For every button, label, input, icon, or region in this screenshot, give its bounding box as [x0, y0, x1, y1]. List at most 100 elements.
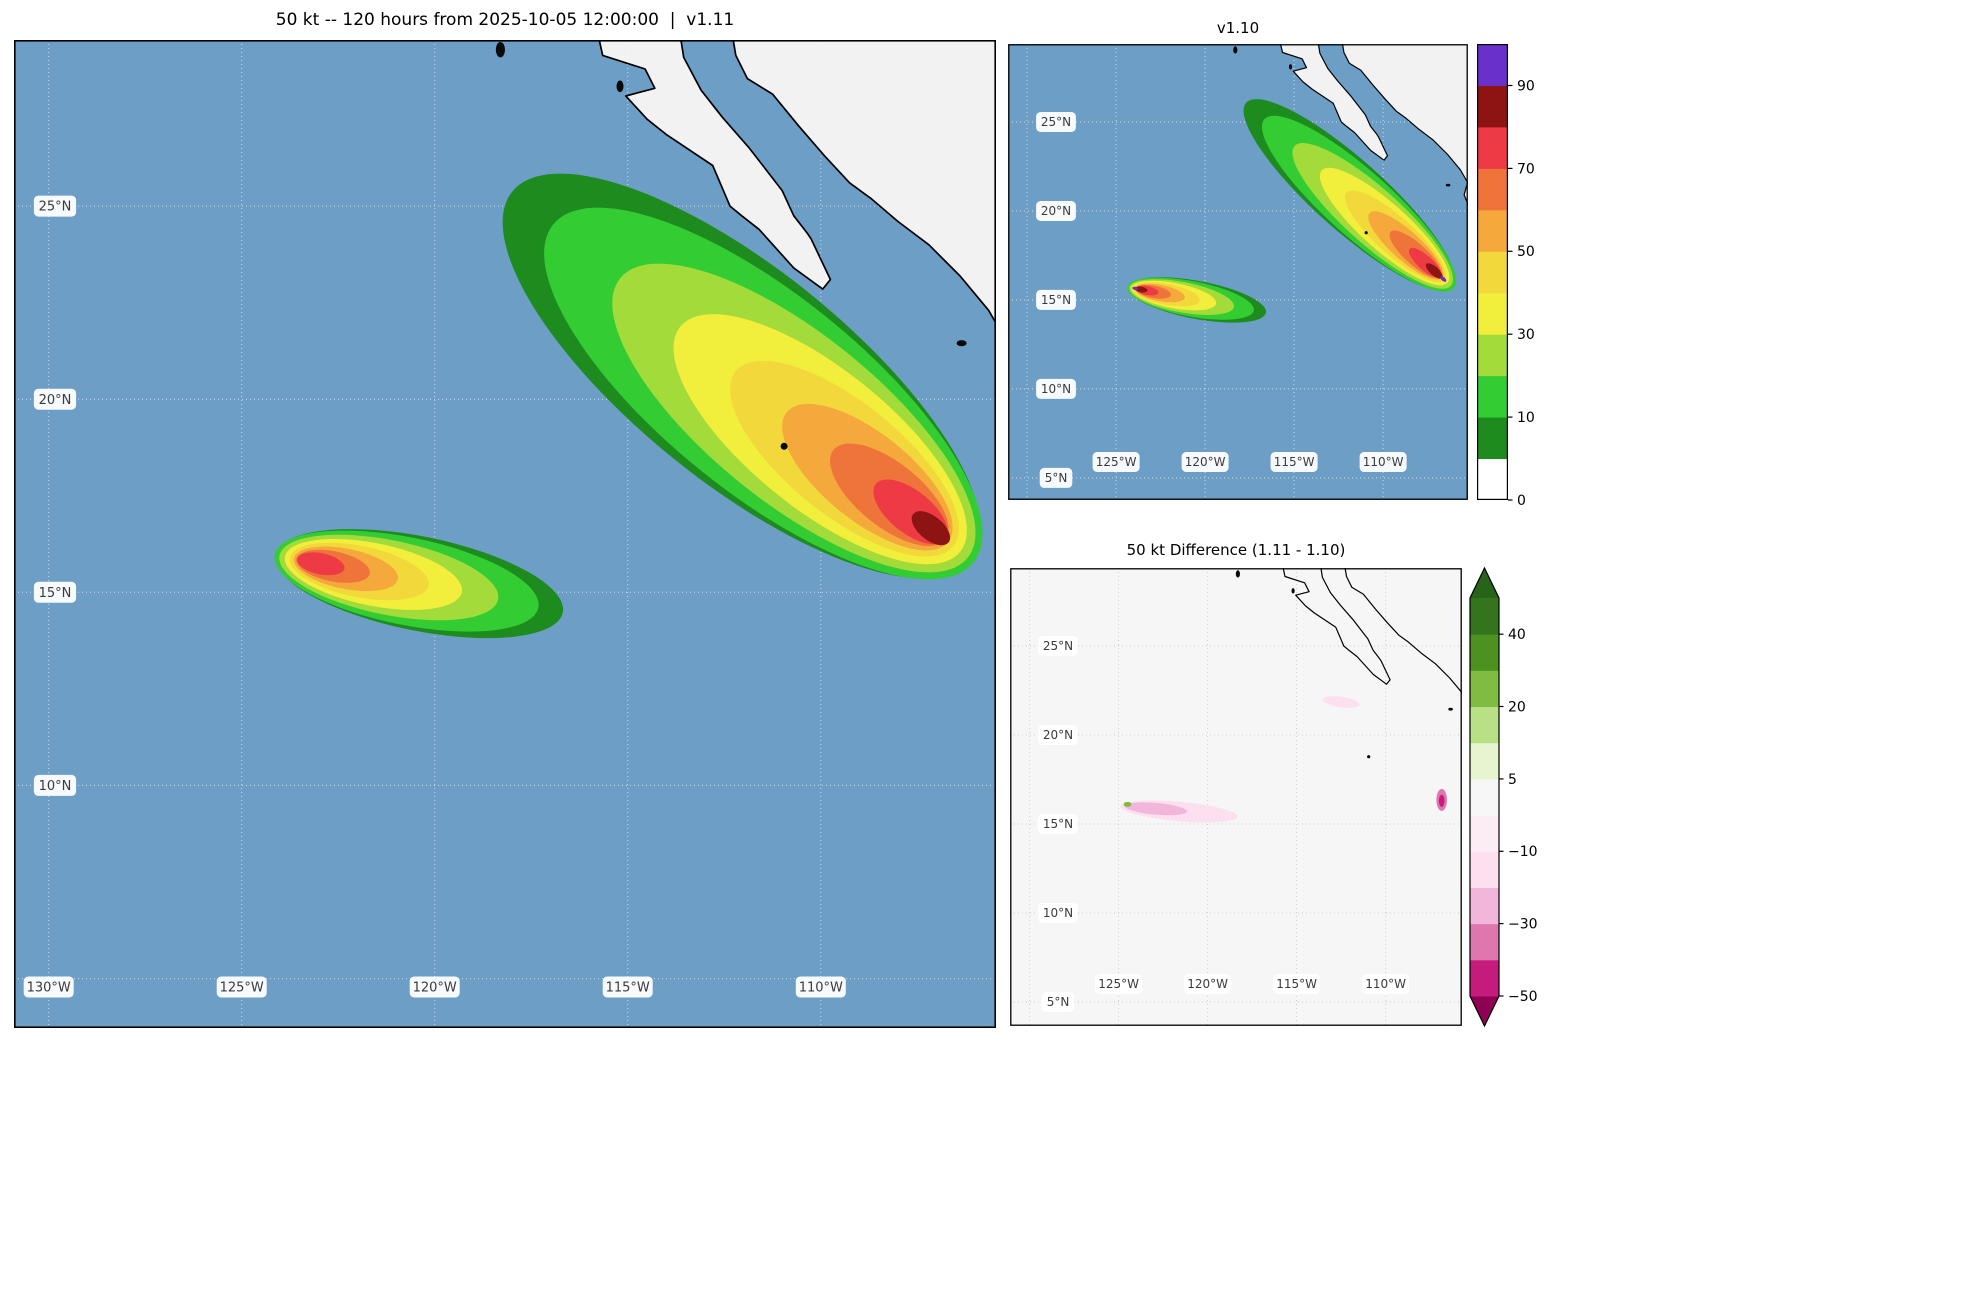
colorbar-segment	[1477, 251, 1508, 294]
tick-label-pill: 20°N	[33, 388, 77, 410]
tick-label: 25°N	[1041, 115, 1071, 129]
tick-label-pill: 125°W	[1092, 452, 1140, 472]
coastline	[1279, 44, 1389, 161]
island-dot	[1291, 588, 1295, 594]
tick-label: 25°N	[1043, 639, 1073, 653]
colorbar-tick-label: 30	[1517, 327, 1535, 343]
colorbar-segment	[1470, 706, 1499, 744]
colorbar-segment	[1470, 923, 1499, 961]
tick-label-pill: 110°W	[1362, 974, 1410, 994]
tick-label-pill: 15°N	[1036, 289, 1076, 310]
tick-label: 10°N	[39, 779, 72, 794]
tick-label-pill: 120°W	[1184, 974, 1232, 994]
island-dot	[1367, 755, 1371, 759]
tick-label-pill: 25°N	[1036, 112, 1076, 132]
west-swath-increase-speck	[1123, 801, 1132, 807]
coastline	[1344, 568, 1462, 694]
tick-label: 115°W	[606, 981, 650, 996]
map-border	[1008, 44, 1468, 500]
tick-label-pill: 115°W	[1273, 974, 1321, 994]
colorbar-segment	[1470, 851, 1499, 888]
diff-colorbar: 40 20 5 −10 −30 −50	[1469, 566, 1538, 1028]
tick-label-pill: 25°N	[1038, 636, 1078, 656]
colorbar-segment	[1477, 168, 1508, 211]
colorbar-over-arrow	[1470, 568, 1499, 598]
map-border	[14, 40, 997, 1029]
tick-label: 110°W	[799, 981, 843, 996]
colorbar-segment	[1477, 44, 1508, 86]
tick-label: 20°N	[1043, 728, 1073, 742]
land-polygon	[733, 40, 996, 324]
coastline	[1282, 568, 1391, 685]
tick-label-pill: 10°N	[33, 774, 77, 796]
tick-label: 120°W	[1185, 455, 1226, 469]
tick-label: 10°N	[1043, 906, 1073, 920]
colorbar-segment	[1477, 126, 1508, 169]
tick-label-pill: 125°W	[1095, 974, 1143, 994]
tick-label: 125°W	[220, 981, 264, 996]
tick-label: 15°N	[1041, 293, 1071, 307]
main-panel-title: 50 kt -- 120 hours from 2025-10-05 12:00…	[275, 10, 735, 30]
tick-label-pill: 115°W	[1270, 452, 1318, 472]
island-dot	[1364, 231, 1368, 235]
tick-label-pill: 20°N	[1038, 725, 1078, 745]
tick-label: 15°N	[1043, 817, 1073, 831]
colorbar-tick-label: 40	[1508, 627, 1526, 643]
tick-label-pill: 20°N	[1036, 201, 1076, 221]
island-dot	[1445, 183, 1451, 187]
colorbar-tick-label: 5	[1508, 772, 1517, 788]
west-storm-swath-band-70	[297, 552, 345, 576]
colorbar-tick-label: −30	[1508, 917, 1538, 933]
east-peak-decrease-inner	[1438, 794, 1445, 807]
island-dot	[1448, 707, 1453, 711]
coastline	[732, 40, 996, 366]
tick-label-pill: 15°N	[33, 581, 77, 603]
colorbar-segment	[1477, 292, 1508, 335]
colorbar-segment	[1477, 375, 1508, 418]
tick-label: 20°N	[39, 393, 72, 408]
east-storm-swath-band-80	[1425, 263, 1443, 279]
island-dot	[616, 80, 624, 93]
island-dot	[1235, 570, 1240, 578]
colorbar-tick-label: −10	[1508, 844, 1538, 860]
tick-label-pill: 130°W	[23, 976, 74, 998]
ocean-background	[1008, 44, 1468, 500]
colorbar-segment	[1470, 634, 1499, 671]
tick-label-pill: 125°W	[216, 976, 267, 998]
colorbar-tick-label: 0	[1517, 493, 1526, 509]
island-dot	[495, 42, 505, 58]
colorbar-segment	[1470, 815, 1499, 852]
diff-panel-title: 50 kt Difference (1.11 - 1.10)	[1126, 541, 1346, 559]
colorbar-segment	[1477, 85, 1508, 128]
tick-label-pill: 10°N	[1038, 903, 1078, 923]
main-map: 130°W 125°W 120°W 115°W 110°W 25°N 20°N 15°N 10°…	[14, 40, 997, 1029]
colorbar-segment	[1470, 887, 1499, 925]
tick-label: 5°N	[1045, 471, 1068, 485]
colorbar-tick-label: 10	[1517, 410, 1535, 426]
island-dot	[1288, 64, 1293, 70]
tick-label-pill: 5°N	[1041, 992, 1075, 1012]
diff-map: 125°W 120°W 115°W 110°W 25°N 20°N 15°N 10°N 5°N	[1010, 568, 1462, 1026]
tick-label: 120°W	[1187, 977, 1228, 991]
colorbar-segment	[1477, 334, 1508, 377]
tick-label: 110°W	[1363, 455, 1404, 469]
east-storm-swath-band-80	[911, 511, 951, 546]
tick-label-pill: 115°W	[602, 976, 653, 998]
colorbar-outline	[1477, 44, 1508, 500]
colorbar-under-arrow	[1470, 996, 1499, 1026]
tick-label-pill: 110°W	[795, 976, 846, 998]
land-polygon	[599, 40, 831, 290]
tick-label: 125°W	[1096, 455, 1137, 469]
tick-label: 125°W	[1098, 977, 1139, 991]
diff-background	[1010, 568, 1462, 1026]
west-storm-swath-band-80	[1134, 286, 1148, 293]
tick-label-pill: 120°W	[409, 976, 460, 998]
island-dot	[956, 340, 967, 347]
colorbar-outline	[1469, 566, 1500, 1028]
colorbar-tick-label: 50	[1517, 244, 1535, 260]
west-storm-swath-band-90	[1132, 286, 1139, 291]
tick-label-pill: 10°N	[1036, 378, 1076, 399]
tick-label: 110°W	[1365, 977, 1406, 991]
coastline	[1341, 44, 1468, 206]
